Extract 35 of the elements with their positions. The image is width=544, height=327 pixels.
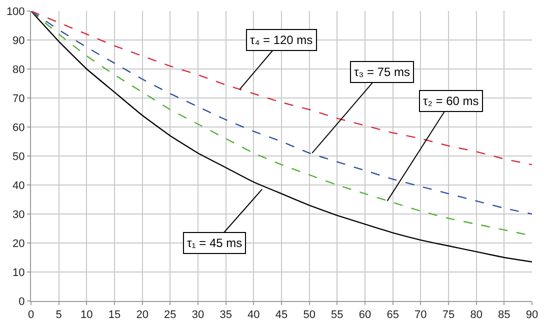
- y-tick-label: 10: [12, 266, 25, 279]
- annotation: τ₁ = 45 ms: [187, 236, 242, 250]
- x-tick-label: 5: [56, 309, 62, 322]
- x-tick-label: 50: [303, 309, 316, 322]
- x-tick-label: 30: [192, 309, 204, 322]
- x-tick-label: 70: [414, 309, 427, 322]
- y-tick-label: 50: [12, 150, 25, 163]
- x-tick-label: 20: [136, 309, 148, 322]
- x-tick-label: 55: [331, 309, 344, 322]
- x-tick-label: 10: [80, 309, 93, 322]
- annotation: τ₂ = 60 ms: [423, 94, 479, 108]
- y-tick-label: 20: [12, 238, 25, 250]
- x-tick-label: 45: [275, 309, 288, 322]
- x-tick-label: 60: [358, 309, 372, 322]
- y-tick-label: 90: [12, 34, 25, 47]
- x-tick-label: 25: [164, 309, 176, 322]
- y-tick-label: 0: [18, 296, 25, 308]
- y-tick-label: 60: [12, 122, 25, 134]
- y-tick-label: 70: [12, 92, 25, 105]
- y-tick-label: 30: [12, 208, 25, 221]
- y-tick-label: 100: [6, 6, 25, 18]
- x-tick-label: 80: [470, 309, 482, 322]
- line-series: [31, 11, 532, 166]
- annotation: τ₃ = 75 ms: [354, 65, 410, 79]
- x-tick-label: 40: [248, 309, 260, 322]
- y-tick-label: 40: [12, 180, 25, 192]
- x-tick-label: 35: [220, 309, 232, 322]
- x-tick-label: 75: [442, 309, 455, 322]
- x-tick-label: 0: [28, 309, 34, 322]
- x-tick-label: 65: [386, 309, 399, 322]
- x-tick-label: 90: [526, 309, 538, 322]
- y-tick-label: 80: [12, 64, 25, 76]
- x-tick-label: 15: [108, 309, 121, 322]
- x-tick-label: 85: [498, 309, 510, 322]
- annotation: τ₄ = 120 ms: [250, 33, 313, 47]
